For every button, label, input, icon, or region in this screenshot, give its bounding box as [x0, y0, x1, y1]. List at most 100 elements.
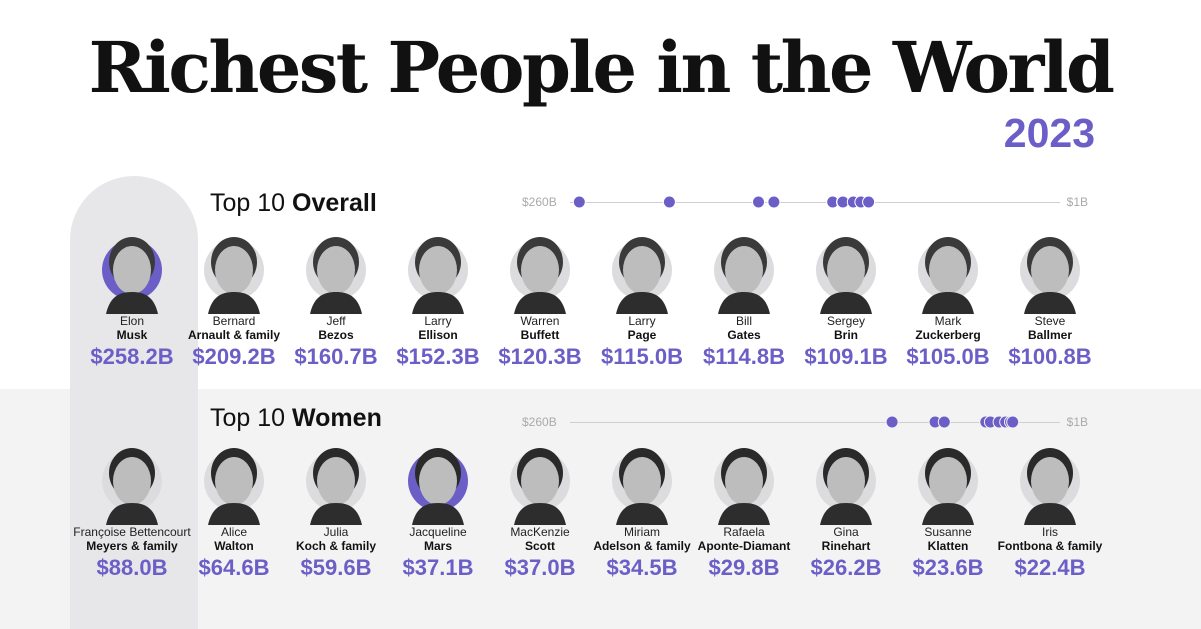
portrait-face	[1031, 457, 1069, 505]
net-worth-dot	[1006, 415, 1020, 429]
scale-max-label: $260B	[522, 415, 557, 429]
person-last-name: Rinehart	[821, 539, 871, 553]
person-card: Jacqueline Mars $37.1B	[386, 437, 490, 597]
person-first-name: Bill	[735, 314, 752, 328]
person-last-name: Klatten	[927, 539, 969, 553]
net-worth-label: $209.2B	[192, 344, 276, 369]
portrait-photo	[200, 226, 268, 314]
person-card: Mark Zuckerberg $105.0B	[896, 226, 1000, 386]
portrait-photo	[1016, 226, 1084, 314]
portrait-face	[929, 246, 967, 294]
portrait-photo	[200, 437, 268, 525]
portrait-body	[208, 292, 260, 314]
person-first-name: Larry	[424, 314, 452, 328]
person-last-name: Adelson & family	[593, 539, 691, 553]
portrait-photo	[608, 437, 676, 525]
portrait-face	[521, 246, 559, 294]
portrait-photo	[1016, 437, 1084, 525]
portrait-photo	[812, 437, 880, 525]
person-last-name: Bezos	[318, 328, 354, 342]
net-worth-dot	[885, 415, 899, 429]
person-card: Bernard Arnault & family $209.2B	[182, 226, 286, 386]
person-last-name: Ballmer	[1027, 328, 1073, 342]
scale-women: $260B $1B	[510, 412, 1100, 432]
net-worth-label: $160.7B	[294, 344, 378, 369]
net-worth-label: $29.8B	[708, 555, 780, 580]
person-card: Rafaela Aponte-Diamant $29.8B	[692, 437, 796, 597]
portrait-photo	[302, 226, 370, 314]
portrait-photo	[710, 437, 778, 525]
person-last-name: Brin	[834, 328, 858, 342]
portrait-face	[827, 246, 865, 294]
person-card: Miriam Adelson & family $34.5B	[590, 437, 694, 597]
portrait-photo	[404, 226, 472, 314]
person-card: Françoise Bettencourt Meyers & family $88.…	[73, 437, 191, 597]
person-first-name: Larry	[628, 314, 656, 328]
portrait-face	[623, 457, 661, 505]
person-last-name: Zuckerberg	[915, 328, 981, 342]
person-card: Alice Walton $64.6B	[182, 437, 286, 597]
portrait-face	[521, 457, 559, 505]
person-first-name: Warren	[520, 314, 560, 328]
person-last-name: Page	[627, 328, 657, 342]
person-last-name: Meyers & family	[86, 539, 178, 553]
net-worth-dot	[767, 195, 781, 209]
portrait-body	[310, 503, 362, 525]
portrait-face	[419, 457, 457, 505]
row-women: Françoise Bettencourt Meyers & family $88.…	[73, 437, 1120, 597]
person-first-name: Jeff	[326, 314, 346, 328]
person-first-name: Alice	[220, 525, 247, 539]
person-first-name: Julia	[323, 525, 349, 539]
row-overall: Elon Musk $258.2B Bernard Arnault & family $2…	[80, 226, 1120, 386]
portrait-face	[215, 457, 253, 505]
portrait-face	[1031, 246, 1069, 294]
person-last-name: Walton	[214, 539, 254, 553]
portrait-face	[113, 457, 151, 505]
net-worth-dot	[752, 195, 765, 209]
person-card: Susanne Klatten $23.6B	[896, 437, 1000, 597]
portrait-body	[412, 503, 464, 525]
portrait-body	[616, 292, 668, 314]
net-worth-dot	[662, 195, 676, 209]
portrait-face	[725, 246, 763, 294]
portrait-body	[412, 292, 464, 314]
portrait-face	[317, 246, 355, 294]
portrait-photo	[608, 226, 676, 314]
person-last-name: Buffett	[520, 328, 560, 342]
portrait-body	[616, 503, 668, 525]
net-worth-label: $64.6B	[198, 555, 270, 580]
person-first-name: Iris	[1042, 525, 1058, 539]
net-worth-label: $37.1B	[402, 555, 474, 580]
chart-title: Richest People in the World	[88, 26, 1115, 109]
portrait-face	[929, 457, 967, 505]
portrait-body	[718, 503, 770, 525]
portrait-photo	[914, 437, 982, 525]
person-card: Bill Gates $114.8B	[692, 226, 796, 386]
section-title-prefix: Top 10	[210, 189, 286, 217]
women-section-background	[0, 389, 1201, 629]
portrait-photo	[302, 437, 370, 525]
portrait-photo	[506, 437, 574, 525]
section-title-women: Top 10 Women	[210, 403, 382, 433]
person-card: Warren Buffett $120.3B	[488, 226, 592, 386]
net-worth-label: $258.2B	[90, 344, 174, 369]
portrait-body	[106, 503, 158, 525]
person-first-name: Susanne	[924, 525, 972, 539]
scale-max-label: $260B	[522, 195, 557, 209]
net-worth-label: $120.3B	[498, 344, 582, 369]
person-first-name: Gina	[833, 525, 859, 539]
portrait-photo	[98, 437, 166, 525]
section-title-overall: Top 10 Overall	[210, 188, 377, 218]
portrait-body	[514, 292, 566, 314]
portrait-photo	[98, 226, 166, 314]
person-card: Julia Koch & family $59.6B	[284, 437, 388, 597]
net-worth-label: $115.0B	[601, 344, 683, 369]
net-worth-label: $114.8B	[703, 344, 785, 369]
net-worth-label: $152.3B	[396, 344, 480, 369]
section-title-main: Women	[292, 404, 382, 432]
person-last-name: Koch & family	[295, 539, 376, 553]
section-title-main: Overall	[292, 189, 377, 217]
portrait-body	[1024, 292, 1076, 314]
scale-min-label: $1B	[1066, 415, 1088, 429]
person-last-name: Scott	[525, 539, 555, 553]
